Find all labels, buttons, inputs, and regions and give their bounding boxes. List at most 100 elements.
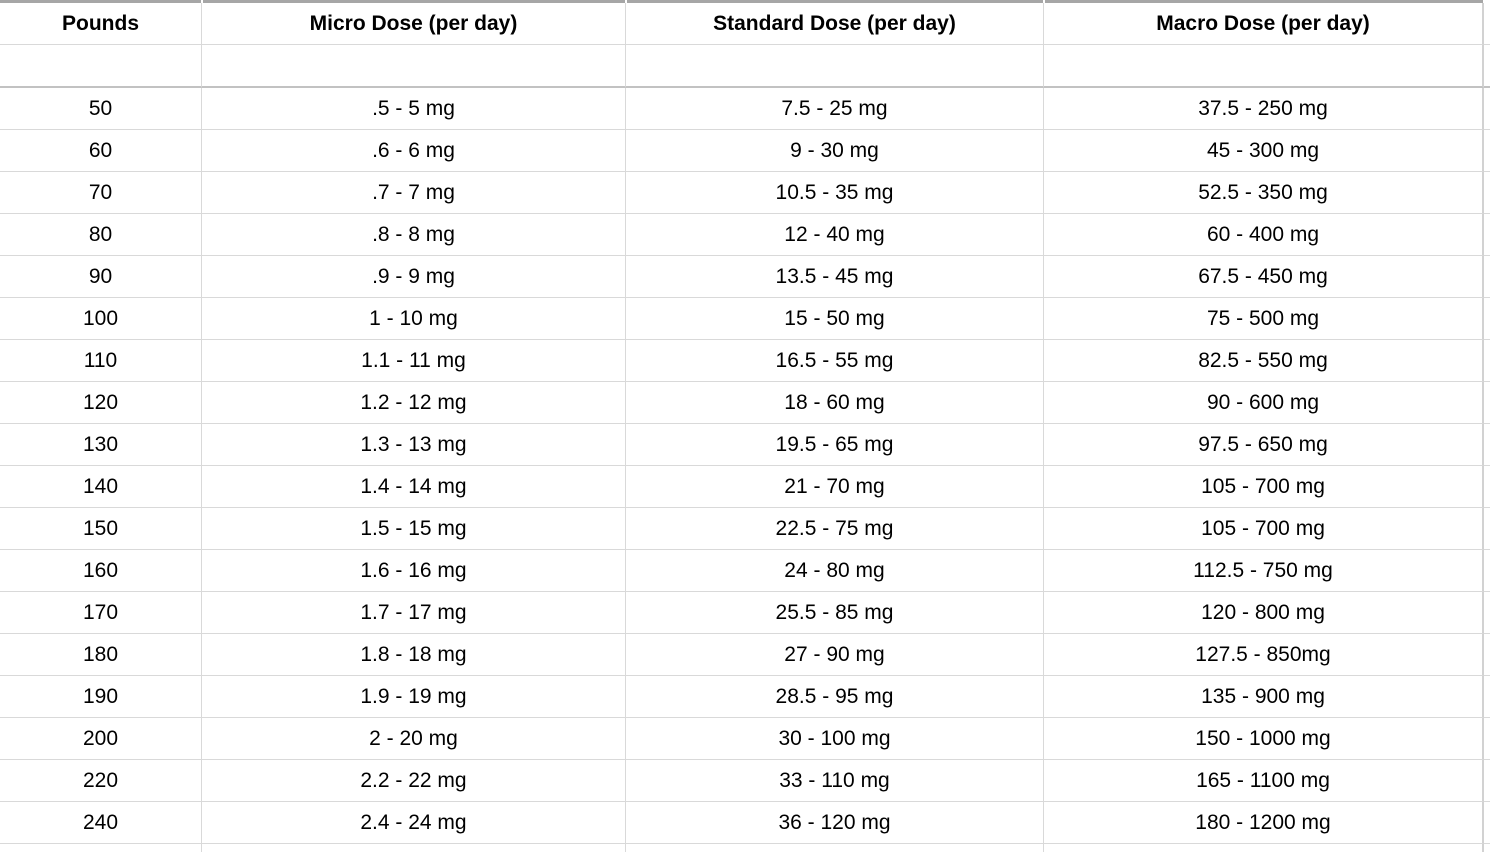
cell-pounds[interactable]: 100: [0, 298, 202, 340]
cell-standard-dose[interactable]: 24 - 80 mg: [626, 550, 1044, 592]
cell-pounds[interactable]: 160: [0, 550, 202, 592]
cell-macro-dose[interactable]: 180 - 1200 mg: [1044, 802, 1484, 844]
cell-micro-dose[interactable]: 1.9 - 19 mg: [202, 676, 626, 718]
cut-row-cell[interactable]: [626, 844, 1044, 852]
cell-micro-dose[interactable]: .9 - 9 mg: [202, 256, 626, 298]
cell-macro-dose[interactable]: 120 - 800 mg: [1044, 592, 1484, 634]
cell-pounds[interactable]: 120: [0, 382, 202, 424]
adjacent-column-cell[interactable]: [1484, 172, 1490, 214]
adjacent-column-cell[interactable]: [1484, 130, 1490, 172]
cell-standard-dose[interactable]: 12 - 40 mg: [626, 214, 1044, 256]
cell-pounds[interactable]: 70: [0, 172, 202, 214]
cell-pounds[interactable]: 200: [0, 718, 202, 760]
cell-standard-dose[interactable]: 18 - 60 mg: [626, 382, 1044, 424]
adjacent-column-cell[interactable]: [1484, 382, 1490, 424]
cell-macro-dose[interactable]: 165 - 1100 mg: [1044, 760, 1484, 802]
cell-macro-dose[interactable]: 97.5 - 650 mg: [1044, 424, 1484, 466]
adjacent-column-cell[interactable]: [1484, 45, 1490, 88]
cell-micro-dose[interactable]: .6 - 6 mg: [202, 130, 626, 172]
adjacent-column-cell[interactable]: [1484, 466, 1490, 508]
cell-micro-dose[interactable]: 1.8 - 18 mg: [202, 634, 626, 676]
column-header-macro-dose[interactable]: Macro Dose (per day): [1044, 3, 1484, 45]
cell-micro-dose[interactable]: 1 - 10 mg: [202, 298, 626, 340]
cell-micro-dose[interactable]: .7 - 7 mg: [202, 172, 626, 214]
cell-standard-dose[interactable]: 22.5 - 75 mg: [626, 508, 1044, 550]
cell-pounds[interactable]: 190: [0, 676, 202, 718]
adjacent-column-cell[interactable]: [1484, 256, 1490, 298]
cell-macro-dose[interactable]: 67.5 - 450 mg: [1044, 256, 1484, 298]
cell-standard-dose[interactable]: 19.5 - 65 mg: [626, 424, 1044, 466]
adjacent-column-cell[interactable]: [1484, 634, 1490, 676]
cell-standard-dose[interactable]: 25.5 - 85 mg: [626, 592, 1044, 634]
column-header-micro-dose[interactable]: Micro Dose (per day): [202, 3, 626, 45]
cell-macro-dose[interactable]: 45 - 300 mg: [1044, 130, 1484, 172]
empty-row-cell[interactable]: [626, 45, 1044, 88]
cell-pounds[interactable]: 90: [0, 256, 202, 298]
cell-micro-dose[interactable]: 1.3 - 13 mg: [202, 424, 626, 466]
cell-pounds[interactable]: 60: [0, 130, 202, 172]
adjacent-column-cell[interactable]: [1484, 340, 1490, 382]
adjacent-column-cell[interactable]: [1484, 802, 1490, 844]
cell-micro-dose[interactable]: 1.4 - 14 mg: [202, 466, 626, 508]
cell-macro-dose[interactable]: 82.5 - 550 mg: [1044, 340, 1484, 382]
cell-micro-dose[interactable]: 2 - 20 mg: [202, 718, 626, 760]
cut-row-cell[interactable]: [0, 844, 202, 852]
cell-standard-dose[interactable]: 36 - 120 mg: [626, 802, 1044, 844]
cut-row-cell[interactable]: [1044, 844, 1484, 852]
cell-standard-dose[interactable]: 16.5 - 55 mg: [626, 340, 1044, 382]
cell-macro-dose[interactable]: 75 - 500 mg: [1044, 298, 1484, 340]
cell-macro-dose[interactable]: 112.5 - 750 mg: [1044, 550, 1484, 592]
cell-standard-dose[interactable]: 10.5 - 35 mg: [626, 172, 1044, 214]
column-header-standard-dose[interactable]: Standard Dose (per day): [626, 3, 1044, 45]
cell-standard-dose[interactable]: 13.5 - 45 mg: [626, 256, 1044, 298]
cell-micro-dose[interactable]: .5 - 5 mg: [202, 88, 626, 130]
cell-pounds[interactable]: 110: [0, 340, 202, 382]
column-header-pounds[interactable]: Pounds: [0, 3, 202, 45]
cell-pounds[interactable]: 80: [0, 214, 202, 256]
cell-pounds[interactable]: 180: [0, 634, 202, 676]
cell-micro-dose[interactable]: 1.7 - 17 mg: [202, 592, 626, 634]
adjacent-column-cell[interactable]: [1484, 3, 1490, 45]
cell-macro-dose[interactable]: 150 - 1000 mg: [1044, 718, 1484, 760]
cell-macro-dose[interactable]: 105 - 700 mg: [1044, 466, 1484, 508]
cell-pounds[interactable]: 170: [0, 592, 202, 634]
cell-pounds[interactable]: 50: [0, 88, 202, 130]
cell-standard-dose[interactable]: 33 - 110 mg: [626, 760, 1044, 802]
adjacent-column-cell[interactable]: [1484, 88, 1490, 130]
adjacent-column-cell[interactable]: [1484, 550, 1490, 592]
cell-standard-dose[interactable]: 21 - 70 mg: [626, 466, 1044, 508]
cell-standard-dose[interactable]: 28.5 - 95 mg: [626, 676, 1044, 718]
cell-macro-dose[interactable]: 105 - 700 mg: [1044, 508, 1484, 550]
cell-micro-dose[interactable]: 1.5 - 15 mg: [202, 508, 626, 550]
adjacent-column-cell[interactable]: [1484, 508, 1490, 550]
empty-row-cell[interactable]: [202, 45, 626, 88]
cell-pounds[interactable]: 130: [0, 424, 202, 466]
cell-macro-dose[interactable]: 60 - 400 mg: [1044, 214, 1484, 256]
cell-micro-dose[interactable]: 1.2 - 12 mg: [202, 382, 626, 424]
adjacent-column-cell[interactable]: [1484, 760, 1490, 802]
adjacent-column-cell[interactable]: [1484, 424, 1490, 466]
cell-micro-dose[interactable]: .8 - 8 mg: [202, 214, 626, 256]
cell-standard-dose[interactable]: 7.5 - 25 mg: [626, 88, 1044, 130]
cell-pounds[interactable]: 240: [0, 802, 202, 844]
adjacent-column-cell[interactable]: [1484, 718, 1490, 760]
cell-macro-dose[interactable]: 52.5 - 350 mg: [1044, 172, 1484, 214]
adjacent-column-cell[interactable]: [1484, 298, 1490, 340]
cell-pounds[interactable]: 140: [0, 466, 202, 508]
adjacent-column-cell[interactable]: [1484, 592, 1490, 634]
cell-macro-dose[interactable]: 135 - 900 mg: [1044, 676, 1484, 718]
cell-micro-dose[interactable]: 2.2 - 22 mg: [202, 760, 626, 802]
cell-standard-dose[interactable]: 15 - 50 mg: [626, 298, 1044, 340]
adjacent-column-cell[interactable]: [1484, 844, 1490, 852]
empty-row-cell[interactable]: [0, 45, 202, 88]
adjacent-column-cell[interactable]: [1484, 214, 1490, 256]
cut-row-cell[interactable]: [202, 844, 626, 852]
cell-standard-dose[interactable]: 9 - 30 mg: [626, 130, 1044, 172]
cell-macro-dose[interactable]: 90 - 600 mg: [1044, 382, 1484, 424]
cell-macro-dose[interactable]: 127.5 - 850mg: [1044, 634, 1484, 676]
empty-row-cell[interactable]: [1044, 45, 1484, 88]
cell-pounds[interactable]: 220: [0, 760, 202, 802]
cell-micro-dose[interactable]: 1.6 - 16 mg: [202, 550, 626, 592]
cell-standard-dose[interactable]: 30 - 100 mg: [626, 718, 1044, 760]
adjacent-column-cell[interactable]: [1484, 676, 1490, 718]
